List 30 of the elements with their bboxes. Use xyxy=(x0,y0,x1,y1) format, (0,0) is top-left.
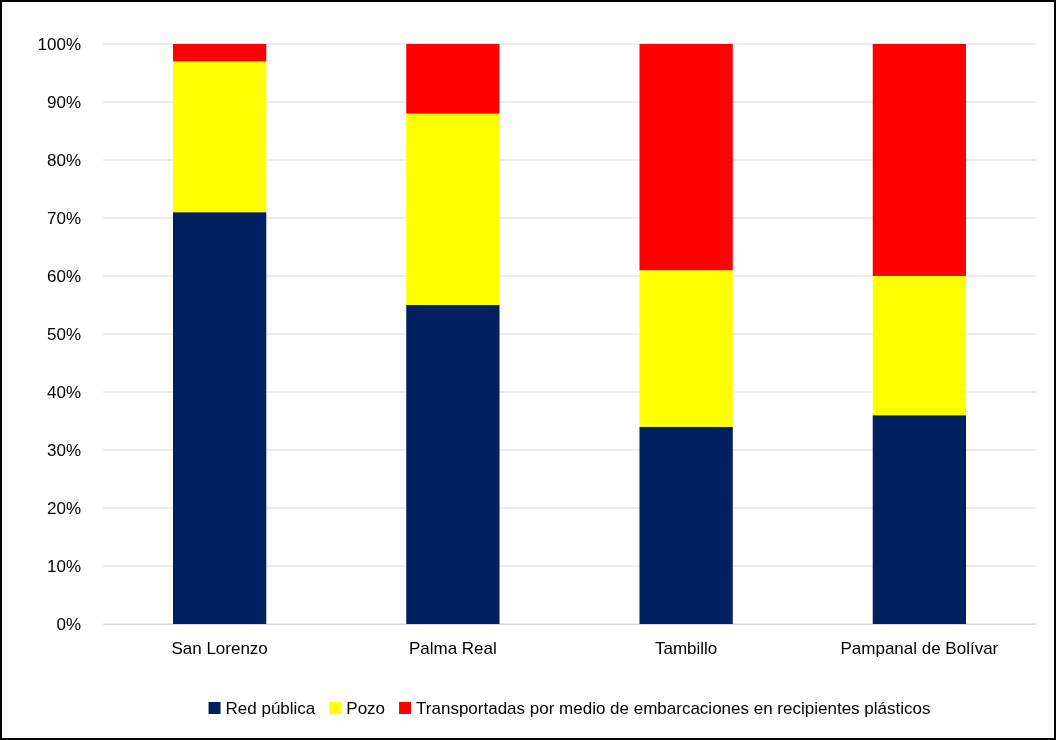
bar xyxy=(172,44,267,62)
bar xyxy=(406,44,500,114)
bar xyxy=(639,44,733,271)
y-tick-label: 90% xyxy=(46,92,81,112)
y-tick-label: 0% xyxy=(56,614,81,634)
bar xyxy=(639,270,733,427)
x-tick-label: Pampanal de Bolívar xyxy=(840,639,999,659)
y-tick-label: 40% xyxy=(46,382,81,402)
x-tick-label: San Lorenzo xyxy=(171,639,268,659)
bar xyxy=(639,426,733,624)
bar xyxy=(172,212,267,624)
legend-label: Pozo xyxy=(346,699,386,718)
bar xyxy=(172,61,267,213)
legend-label: Transportadas por medio de embarcaciones en recipientes plásticos xyxy=(416,699,931,718)
bar xyxy=(406,113,500,305)
y-tick-label: 20% xyxy=(46,498,81,518)
bar xyxy=(872,276,967,416)
bar xyxy=(872,44,967,276)
y-tick-label: 50% xyxy=(46,324,81,344)
y-tick-label: 10% xyxy=(46,556,81,576)
x-tick-label: Tambillo xyxy=(654,639,718,659)
legend-label: Red pública xyxy=(225,699,316,718)
y-tick-label: 30% xyxy=(46,440,81,460)
y-tick-label: 60% xyxy=(46,266,81,286)
y-tick-label: 80% xyxy=(46,150,81,170)
bar xyxy=(406,305,500,624)
bar xyxy=(872,415,967,624)
x-tick-label: Palma Real xyxy=(408,639,497,659)
y-tick-label: 100% xyxy=(37,34,81,54)
y-tick-label: 70% xyxy=(46,208,81,228)
